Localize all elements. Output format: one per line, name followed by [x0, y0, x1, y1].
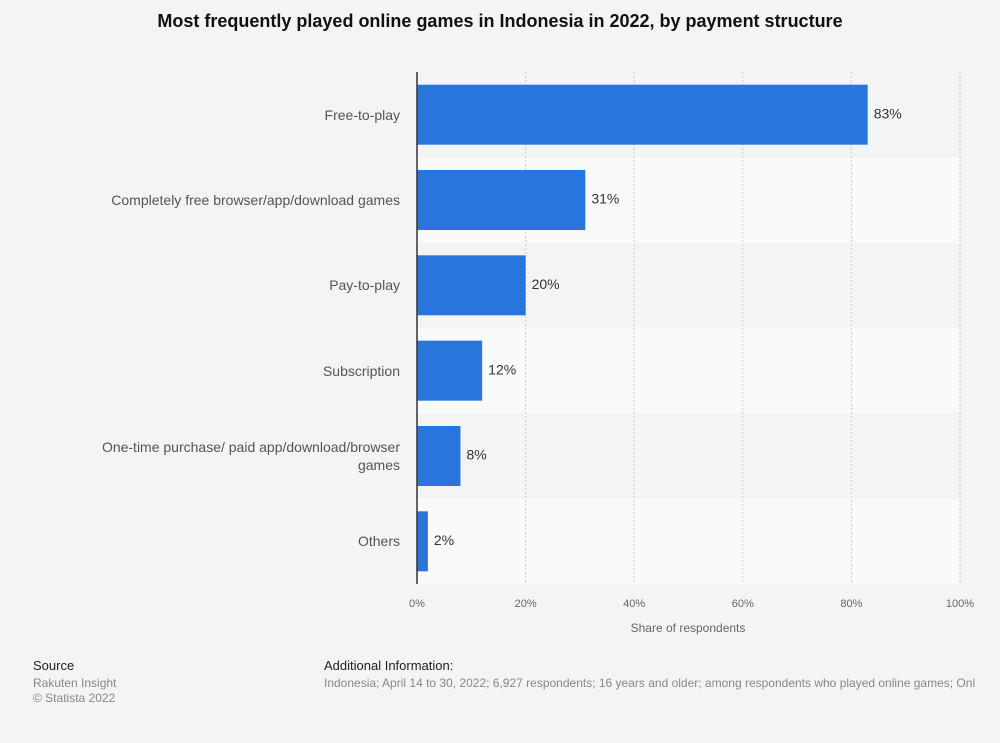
info-title: Additional Information:	[324, 658, 454, 673]
chart-title: Most frequently played online games in I…	[157, 11, 842, 31]
row-band	[417, 498, 960, 584]
bar	[417, 170, 586, 230]
source: Rakuten Insight	[33, 676, 117, 690]
data-label: 8%	[466, 447, 486, 463]
bar	[417, 511, 428, 572]
row-band	[417, 413, 960, 499]
data-label: 31%	[591, 191, 619, 207]
bar	[417, 426, 461, 486]
y-tick-label: Free-to-play	[324, 106, 400, 123]
x-tick-label: 80%	[840, 598, 862, 610]
bar	[417, 340, 483, 401]
y-tick-label: Pay-to-play	[329, 277, 400, 294]
row-band	[417, 328, 960, 414]
y-tick-label: Completely free browser/app/download gam…	[111, 192, 400, 208]
copyright: © Statista 2022	[33, 691, 116, 705]
x-tick-label: 40%	[623, 598, 645, 610]
y-tick-label: One-time purchase/ paid app/download/bro…	[101, 439, 400, 473]
bar	[417, 255, 526, 316]
x-axis-title: Share of respondents	[631, 621, 746, 635]
y-tick-label: Others	[357, 533, 400, 550]
bar	[417, 84, 868, 145]
source-title: Source	[33, 658, 75, 673]
x-tick-label: 20%	[515, 598, 537, 610]
data-label: 83%	[874, 105, 902, 121]
x-tick-label: 60%	[732, 598, 754, 610]
data-label: 20%	[532, 276, 560, 292]
x-tick-label: 100%	[946, 598, 974, 610]
info: Indonesia; April 14 to 30, 2022; 6,927 r…	[324, 676, 976, 690]
data-label: 2%	[434, 532, 454, 548]
x-tick-label: 0%	[409, 598, 425, 610]
data-label: 12%	[488, 361, 516, 377]
y-tick-label: Subscription	[322, 362, 400, 379]
